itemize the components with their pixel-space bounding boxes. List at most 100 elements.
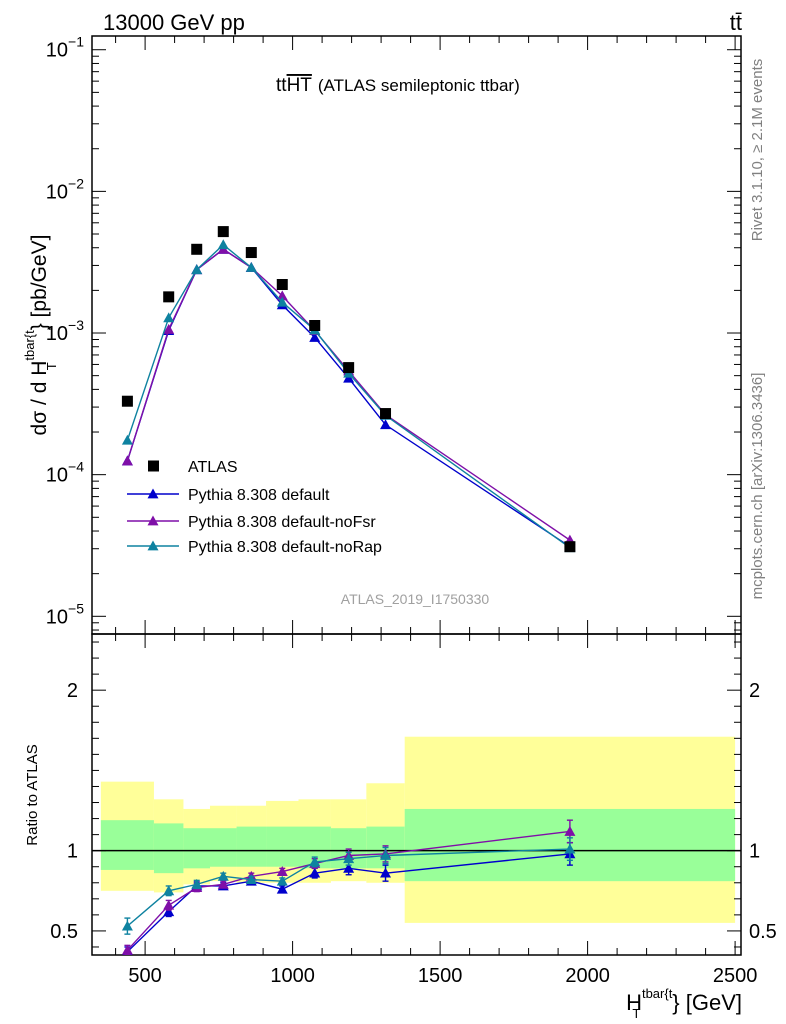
series-point — [121, 455, 133, 466]
ylabel-sup: tbar{t — [22, 330, 37, 361]
series-point — [121, 434, 133, 445]
band-inner — [153, 823, 184, 874]
data-point — [564, 541, 576, 553]
y-tick-label: 10−1 — [46, 34, 84, 62]
data-point — [121, 395, 133, 407]
y-tick-label: 10−4 — [46, 459, 84, 487]
legend-label: Pythia 8.308 default-noRap — [188, 539, 382, 556]
band-inner — [183, 828, 210, 869]
ratio-point — [121, 944, 133, 955]
title-overline: HT — [287, 75, 313, 96]
title-main: tt — [276, 75, 287, 96]
series-line — [126, 243, 571, 549]
main-series — [121, 226, 576, 553]
legend-label: ATLAS — [188, 459, 238, 476]
xlabel-sub: T — [632, 1006, 640, 1021]
y-axis-label-ratio: Ratio to ATLAS — [24, 744, 41, 845]
x-tick-label: 2500 — [713, 965, 758, 987]
ratio-point — [564, 825, 576, 836]
ylabel-main: dσ / d H — [28, 361, 51, 436]
ratio-point — [217, 878, 229, 889]
ratio-point — [380, 867, 392, 878]
ratio-point — [309, 867, 321, 878]
ratio-point — [343, 862, 355, 873]
ratio-point — [163, 899, 175, 910]
legend-marker-square — [148, 460, 159, 472]
ratio-point — [276, 866, 288, 876]
ratio-point — [564, 843, 576, 854]
ratio-point — [121, 920, 133, 931]
data-point — [276, 279, 288, 291]
ratio-tick-label-right: 2 — [749, 680, 760, 702]
title-suffix: (ATLAS semileptonic ttbar) — [318, 76, 520, 95]
legend-marker-triangle — [147, 488, 159, 499]
xlabel-main: H — [626, 990, 642, 1015]
data-point — [245, 247, 257, 259]
series-point — [245, 262, 257, 272]
y-axis-label-main: dσ / d Htbar{t T } [pb/GeV] — [22, 235, 59, 436]
ratio-point — [163, 885, 175, 896]
ratio-point — [217, 870, 229, 881]
ratio-point — [276, 875, 288, 886]
x-axis-label: Htbar{t T } [GeV] — [626, 986, 742, 1021]
series-point — [276, 290, 288, 301]
process-label: tt̄ — [730, 10, 742, 35]
svg-text:dσ / d Htbar{tT} [pb/GeV]: dσ / d Htbar{t T } [pb/GeV] — [22, 235, 59, 436]
watermark: ATLAS_2019_I1750330 — [341, 591, 490, 607]
rivet-label: Rivet 3.1.10, ≥ 2.1M events — [749, 59, 766, 242]
y-tick-label: 10−5 — [46, 600, 84, 628]
x-tick-label: 2000 — [565, 965, 610, 987]
xlabel-sup: tbar{t — [642, 986, 673, 1001]
ylabel-sub: T — [44, 362, 59, 370]
ylabel-tail: } [pb/GeV] — [28, 235, 51, 331]
mcplots-label: mcplots.cern.ch [arXiv:1306.3436] — [749, 373, 766, 600]
ratio-point — [245, 874, 257, 884]
ratio-tick-label-left: 0.5 — [50, 921, 78, 943]
series-point — [163, 312, 175, 323]
ratio-tick-label-left: 2 — [67, 680, 78, 702]
series-line — [126, 248, 571, 541]
band-inner — [236, 826, 267, 867]
legend-marker-triangle — [147, 515, 159, 526]
ratio-tick-label-left: 1 — [67, 841, 78, 863]
ratio-bands — [92, 736, 741, 923]
ratio-line — [126, 848, 570, 927]
ratio-point — [380, 849, 392, 860]
ratio-line — [126, 830, 570, 951]
xlabel-tail: } [GeV] — [672, 990, 742, 1015]
ratio-point — [309, 856, 321, 867]
data-point — [380, 408, 392, 420]
y-tick-label: 10−2 — [46, 175, 84, 203]
axis-ticks: 500 1000 1500 2000 2500 10−5 10−4 10−3 10−2 10−1 0… — [46, 34, 777, 987]
ratio-point — [276, 883, 288, 894]
ratio-line — [126, 853, 570, 953]
ratio-series — [121, 819, 576, 955]
series-point — [276, 296, 288, 307]
series-point — [380, 419, 392, 430]
x-tick-label: 1500 — [418, 965, 463, 987]
band-inner — [210, 828, 237, 867]
x-tick-label: 1000 — [270, 965, 315, 987]
ratio-point — [191, 878, 203, 889]
band-inner — [266, 826, 299, 867]
series-point — [163, 323, 175, 334]
data-point — [163, 291, 175, 303]
ratio-tick-label-right: 1 — [749, 841, 760, 863]
legend: ATLAS Pythia 8.308 default Pythia 8.308 de… — [127, 459, 382, 556]
ratio-panel-frame — [91, 633, 742, 956]
ratio-point — [343, 853, 355, 864]
series-point — [217, 239, 229, 250]
ratio-point — [163, 906, 175, 917]
legend-label: Pythia 8.308 default — [188, 487, 330, 504]
y-tick-label: 10−3 — [46, 317, 84, 345]
energy-label: 13000 GeV pp — [103, 10, 245, 35]
legend-marker-triangle — [147, 540, 159, 551]
data-point — [343, 362, 355, 374]
data-point — [191, 243, 203, 255]
x-tick-label: 500 — [128, 965, 161, 987]
ratio-tick-label-right: 0.5 — [749, 921, 777, 943]
series-point — [191, 264, 203, 275]
legend-label: Pythia 8.308 default-noFsr — [188, 514, 376, 531]
data-point — [309, 319, 321, 331]
